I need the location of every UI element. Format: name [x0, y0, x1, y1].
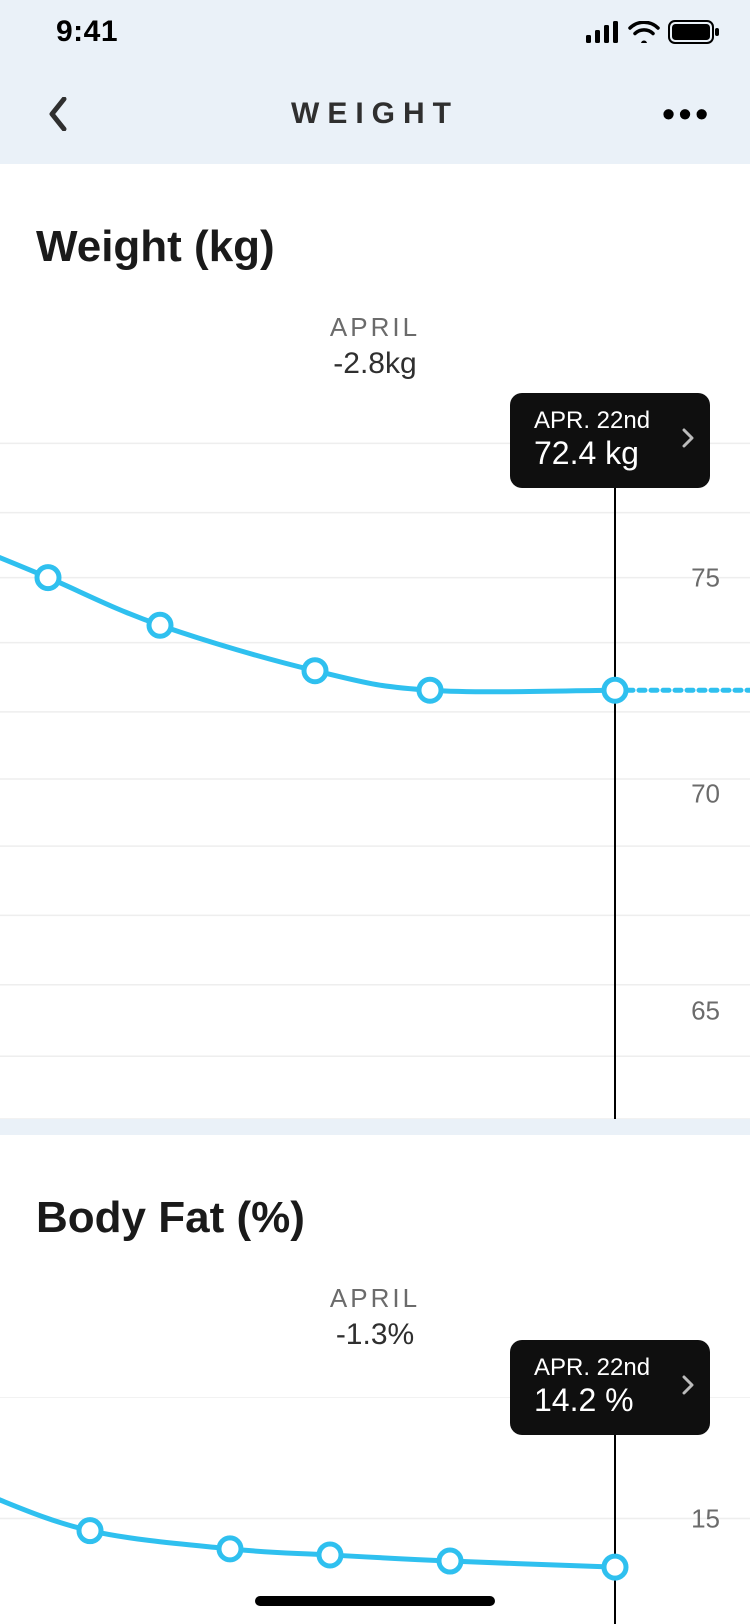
battery-icon — [668, 20, 720, 44]
tooltip-value: 14.2 % — [534, 1382, 656, 1419]
section-divider — [0, 1119, 750, 1135]
nav-header: WEIGHT ••• — [0, 64, 750, 164]
weight-tooltip[interactable]: APR. 22nd 72.4 kg — [510, 393, 710, 488]
weight-period: APRIL — [0, 312, 750, 343]
home-indicator[interactable] — [255, 1596, 495, 1606]
status-icons — [586, 20, 720, 44]
status-time: 9:41 — [56, 15, 118, 49]
page-title: WEIGHT — [291, 97, 459, 131]
tooltip-date: APR. 22nd — [534, 407, 656, 435]
status-bar: 9:41 — [0, 0, 750, 64]
more-button[interactable]: ••• — [662, 93, 712, 135]
chevron-right-icon — [682, 1375, 694, 1401]
chevron-left-icon — [48, 97, 68, 131]
cellular-icon — [586, 21, 620, 43]
bodyfat-title: Body Fat (%) — [0, 1135, 750, 1243]
tooltip-value: 72.4 kg — [534, 435, 656, 472]
bodyfat-section: Body Fat (%) APRIL -1.3% 15 APR. 22nd 14… — [0, 1135, 750, 1624]
y-axis-label: 70 — [691, 779, 720, 810]
weight-change: -2.8kg — [0, 347, 750, 381]
tooltip-date: APR. 22nd — [534, 1354, 656, 1382]
bodyfat-tooltip[interactable]: APR. 22nd 14.2 % — [510, 1340, 710, 1435]
y-axis-label: 75 — [691, 562, 720, 593]
weight-section: Weight (kg) APRIL -2.8kg 75 70 65 APR. 22n… — [0, 164, 750, 1119]
chevron-right-icon — [682, 428, 694, 454]
y-axis-label: 65 — [691, 995, 720, 1026]
y-axis-label: 15 — [691, 1503, 720, 1534]
wifi-icon — [628, 21, 660, 43]
bodyfat-period: APRIL — [0, 1283, 750, 1314]
weight-summary: APRIL -2.8kg — [0, 312, 750, 381]
weight-chart[interactable]: 75 70 65 — [0, 426, 750, 1119]
weight-title: Weight (kg) — [0, 164, 750, 272]
back-button[interactable] — [38, 94, 78, 134]
